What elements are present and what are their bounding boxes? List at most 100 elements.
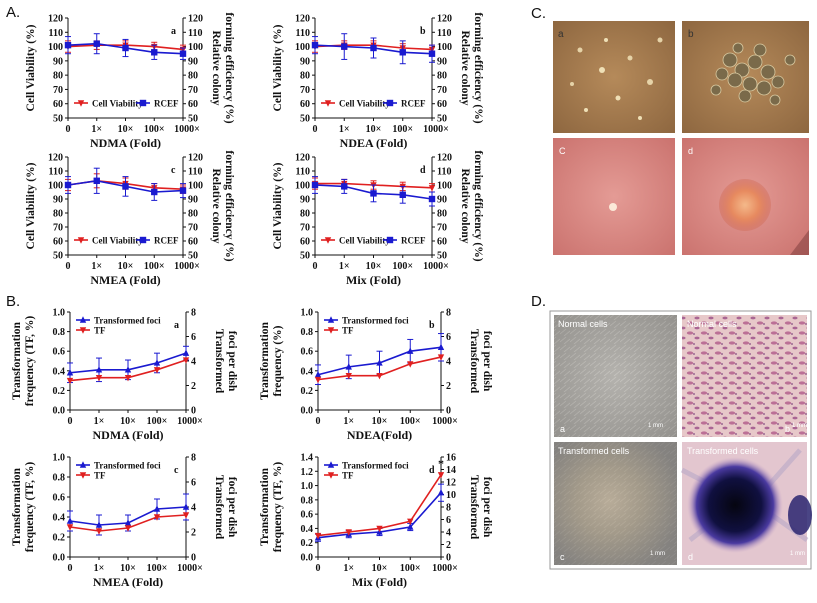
y2-tick-label: 90	[188, 56, 198, 67]
y2-axis-label: foci per dish	[481, 331, 493, 392]
legend-marker	[324, 100, 332, 107]
y2-tick-label: 100	[437, 181, 452, 192]
y-tick-label: 0.4	[301, 366, 314, 377]
subpanel-label: c	[174, 465, 179, 476]
legend-label: Cell Viability	[339, 236, 390, 246]
series-1	[64, 167, 187, 201]
y2-axis-label: forming efficiency (%)	[223, 150, 235, 261]
y-tick-label: 1.4	[301, 453, 314, 464]
y2-tick-label: 60	[437, 99, 447, 110]
x-axis-label: NMEA (Fold)	[90, 273, 160, 287]
y2-tick-label: 80	[437, 209, 447, 220]
y-tick-label: 60	[53, 237, 63, 248]
y2-tick-label: 120	[188, 153, 203, 164]
data-point	[95, 366, 103, 373]
photo-d-br-title: Transformed cells	[687, 446, 759, 456]
subpanel-label: d	[429, 465, 435, 476]
y2-tick-label: 4	[191, 357, 196, 368]
x-tick-label: 0	[68, 416, 73, 427]
x-tick-label: 100×	[144, 261, 165, 272]
x-tick-label: 0	[66, 261, 71, 272]
series-0	[314, 483, 445, 542]
x-tick-label: 0	[316, 563, 321, 574]
photo-c-c-label: C	[559, 146, 566, 156]
y-tick-label: 80	[300, 209, 310, 220]
data-point	[95, 374, 103, 382]
photo-d-br-scale: 1 mm	[790, 551, 805, 557]
photo-c-d: d	[682, 138, 809, 255]
data-point	[66, 517, 74, 524]
legend-label: TF	[94, 471, 106, 481]
y-tick-label: 50	[300, 114, 310, 125]
photo-d-tl-scale: 1 mm	[648, 423, 663, 429]
legend-marker	[139, 236, 147, 244]
x-tick-label: 10×	[366, 261, 382, 272]
photo-d-bl-title: Transformed cells	[558, 446, 630, 456]
photo-d-tr-title: Normal cells	[687, 319, 737, 329]
y2-tick-label: 70	[437, 223, 447, 234]
y-axis-label: frequency (%)	[272, 325, 284, 396]
data-point	[311, 41, 319, 49]
subpanel-label: a	[174, 320, 179, 331]
data-point	[314, 371, 322, 378]
photo-d-br: Transformed cells d 1 mm	[680, 442, 812, 565]
y-tick-label: 60	[300, 237, 310, 248]
data-point	[407, 347, 414, 354]
y-tick-label: 0.6	[301, 347, 314, 358]
y-tick-label: 0.8	[53, 327, 66, 338]
data-point	[407, 361, 414, 368]
x-tick-label: 1000×	[177, 416, 203, 427]
x-tick-label: 1000×	[423, 124, 449, 135]
legend-marker	[79, 461, 87, 468]
legend-marker	[386, 236, 394, 244]
photo-d-bl: Transformed cells c 1 mm	[554, 442, 677, 565]
y2-tick-label: 60	[437, 237, 447, 248]
data-point	[93, 177, 100, 184]
chart-A-b: 50 60 70 80 90 100 110 120 50 60 70 80 90 100 110 120 0 1…	[272, 12, 484, 150]
data-point	[124, 374, 132, 382]
x-tick-label: 0	[68, 563, 73, 574]
y2-tick-label: 4	[446, 357, 451, 368]
legend: Cell Viability RCEF	[74, 99, 179, 109]
photo-d-tl: Normal cells a 1 mm	[554, 315, 677, 437]
y2-axis-label: foci per dish	[226, 331, 238, 392]
data-point	[66, 377, 74, 385]
x-tick-label: 10×	[366, 124, 382, 135]
photo-d-tr-sub: b	[785, 424, 790, 434]
y-tick-label: 0.2	[53, 386, 66, 397]
data-point	[341, 43, 348, 50]
panel-letter-a: A.	[6, 4, 20, 21]
y2-tick-label: 2	[191, 381, 196, 392]
x-tick-label: 10×	[120, 416, 136, 427]
chart-B-c: 0.0 0.2 0.4 0.6 0.8 1.0 0 2 4 6 8 0 1× 10× 100× 1000× NM…	[11, 453, 238, 590]
data-point	[182, 349, 190, 356]
y2-tick-label: 110	[188, 167, 202, 178]
x-axis-label: Mix (Fold)	[346, 273, 401, 287]
photo-d-tr-scale: 1 mm	[792, 423, 807, 429]
legend-label: RCEF	[401, 99, 426, 109]
y-tick-label: 120	[295, 153, 310, 164]
y2-tick-label: 2	[446, 540, 451, 551]
x-tick-label: 0	[66, 124, 71, 135]
data-point	[428, 195, 436, 203]
data-point	[124, 519, 132, 526]
x-tick-label: 10×	[118, 124, 134, 135]
x-tick-label: 1000×	[174, 124, 200, 135]
x-axis-label: NDEA (Fold)	[340, 136, 408, 150]
chart-A-d: 50 60 70 80 90 100 110 120 50 60 70 80 90 100 110 120 0 1…	[272, 150, 484, 287]
y2-tick-label: 120	[188, 14, 203, 25]
photo-c-b: b	[682, 21, 809, 133]
y2-tick-label: 100	[437, 42, 452, 53]
legend-label: Transformed foci	[342, 461, 409, 471]
y2-tick-label: 120	[437, 153, 452, 164]
y-tick-label: 0.8	[53, 473, 66, 484]
y2-tick-label: 100	[188, 42, 203, 53]
y2-axis-label: foci per dish	[226, 477, 238, 538]
data-point	[399, 191, 406, 198]
data-point	[153, 359, 161, 366]
data-point	[370, 44, 377, 52]
x-tick-label: 100×	[400, 416, 421, 427]
data-point	[124, 366, 132, 373]
